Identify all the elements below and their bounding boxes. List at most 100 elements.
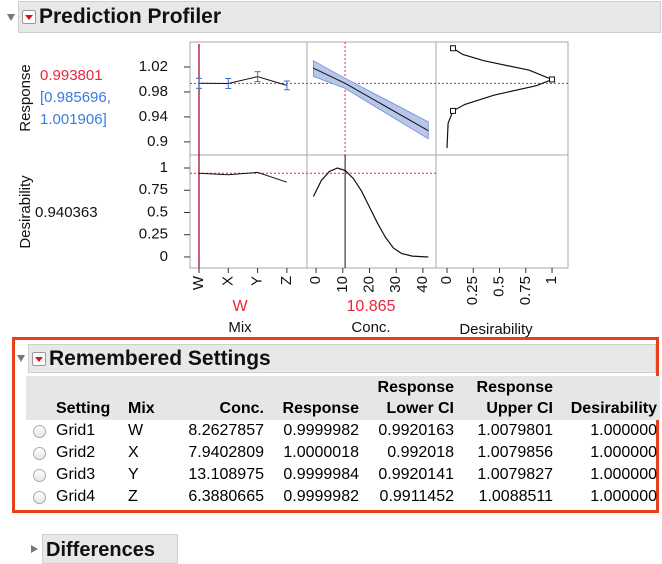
- table-row: Grid1 W 8.2627857 0.9999982 0.9920163 1.00798…: [26, 420, 660, 442]
- axis-label: Conc.: [351, 319, 390, 336]
- table-cell: 8.2627857: [188, 422, 264, 439]
- radio-cell: [26, 464, 53, 486]
- highlight-box: [12, 337, 659, 513]
- axis-label: Mix: [228, 319, 252, 336]
- differences-title: Differences: [46, 539, 155, 561]
- desirability-handle: [450, 107, 457, 114]
- table-cell: 6.3880665: [188, 488, 264, 505]
- table-cell: W: [128, 422, 144, 439]
- radio-cell: [26, 420, 53, 442]
- profiler-title: Prediction Profiler: [39, 5, 222, 28]
- conc-desirability-curve: [312, 167, 429, 258]
- table-cell: 0.992018: [387, 444, 454, 461]
- x-tick-label: Z: [278, 276, 295, 285]
- menu-button[interactable]: [22, 10, 36, 24]
- x-tick-label: 0: [307, 276, 324, 284]
- table-body: Grid1 W 8.2627857 0.9999982 0.9920163 1.00798…: [26, 420, 660, 508]
- table-cell: 1.000000: [590, 488, 657, 505]
- settings-table: Setting Mix Conc. Response Response Lower CI…: [26, 376, 660, 508]
- column-header: Response: [267, 376, 362, 420]
- x-tick-label: 0.25: [464, 276, 481, 305]
- y-tick-label: 1.02: [139, 58, 168, 75]
- y-tick-label: 0.25: [139, 226, 168, 243]
- remembered-header: Remembered Settings: [28, 344, 656, 373]
- x-tick-label: Y: [249, 276, 266, 286]
- mix-desirability-line: [198, 171, 288, 183]
- column-header: Response Lower CI: [362, 376, 457, 420]
- column-header: Conc.: [165, 376, 267, 420]
- table-cell: 13.108975: [188, 466, 264, 483]
- column-header: Desirability: [556, 376, 660, 420]
- radio-button[interactable]: [33, 446, 46, 460]
- x-tick-label: X: [219, 276, 236, 286]
- table-cell: 0.9911452: [379, 488, 454, 505]
- table-cell: 1.000000: [590, 422, 657, 439]
- table-row: Grid4 Z 6.3880665 0.9999982 0.9911452 1.00885…: [26, 486, 660, 508]
- desirability-handle: [450, 45, 457, 52]
- current-response: 0.993801: [40, 67, 103, 84]
- differences-header: Differences: [42, 534, 178, 564]
- disclosure[interactable]: [31, 545, 38, 553]
- disclosure[interactable]: [7, 14, 15, 21]
- disclosure[interactable]: [17, 355, 25, 362]
- table-cell: 1.000000: [590, 444, 657, 461]
- ci-upper: 1.001906]: [40, 111, 107, 128]
- row-label: Response: [17, 64, 34, 132]
- table-cell: 1.000000: [590, 466, 657, 483]
- table-cell: Grid3: [56, 466, 96, 483]
- table-cell: Y: [128, 466, 139, 483]
- x-tick-label: 10: [334, 276, 351, 293]
- mix-response-line: [198, 76, 288, 86]
- x-tick-label: 40: [414, 276, 431, 293]
- y-tick-label: 0: [160, 248, 168, 265]
- table-cell: 7.9402809: [188, 444, 264, 461]
- header-cell: [26, 376, 53, 420]
- conc-response-line: [313, 67, 429, 132]
- table-cell: Grid1: [56, 422, 96, 439]
- table-cell: 1.0079827: [477, 466, 553, 483]
- table-cell: 1.0079856: [477, 444, 553, 461]
- x-tick-label: 30: [387, 276, 404, 293]
- y-tick-label: 0.9: [147, 133, 168, 150]
- column-header: Setting: [53, 376, 125, 420]
- profiler: Response 0.993801 [0.985696, 1.001906] D…: [17, 41, 569, 338]
- x-tick-label: 1: [543, 276, 560, 284]
- table-cell: Grid4: [56, 488, 96, 505]
- table-cell: 1.0088511: [478, 488, 553, 505]
- table-cell: 0.9920163: [378, 422, 454, 439]
- y-tick-label: 0.94: [139, 108, 168, 125]
- table-cell: 1.0000018: [283, 444, 359, 461]
- current-conc: 10.865: [347, 298, 396, 315]
- desirability-handle: [549, 76, 556, 83]
- x-tick-label: 20: [360, 276, 377, 293]
- header-row: Setting Mix Conc. Response Response Lower CI…: [26, 376, 660, 420]
- radio-button[interactable]: [33, 424, 46, 438]
- y-tick-label: 0.5: [147, 203, 168, 220]
- radio-button[interactable]: [33, 468, 46, 482]
- profiler-header: Prediction Profiler: [18, 1, 661, 33]
- desirability-function: [446, 47, 554, 149]
- table-cell: 0.9920141: [378, 466, 454, 483]
- x-tick-label: 0.75: [517, 276, 534, 305]
- table-cell: Grid2: [56, 444, 96, 461]
- table-row: Grid3 Y 13.108975 0.9999984 0.9920141 1.00798…: [26, 464, 660, 486]
- panel-frames: [189, 41, 569, 269]
- ci-lower: [0.985696,: [40, 89, 111, 106]
- current-mix: W: [232, 298, 248, 315]
- x-tick-label: 0: [438, 276, 455, 284]
- table-cell: 1.0079801: [477, 422, 553, 439]
- radio-cell: [26, 486, 53, 508]
- row-label: Desirability: [17, 175, 34, 249]
- axis-label: Desirability: [459, 321, 533, 338]
- y-tick-label: 0.98: [139, 83, 168, 100]
- column-header: Mix: [125, 376, 165, 420]
- radio-button[interactable]: [33, 490, 46, 504]
- y-tick-label: 0.75: [139, 181, 168, 198]
- remembered-title: Remembered Settings: [49, 347, 271, 370]
- column-header: Response Upper CI: [457, 376, 556, 420]
- table-cell: 0.9999982: [283, 422, 359, 439]
- menu-button[interactable]: [32, 352, 46, 366]
- x-tick-label: 0.5: [491, 276, 508, 297]
- radio-cell: [26, 442, 53, 464]
- y-tick-label: 1: [160, 159, 168, 176]
